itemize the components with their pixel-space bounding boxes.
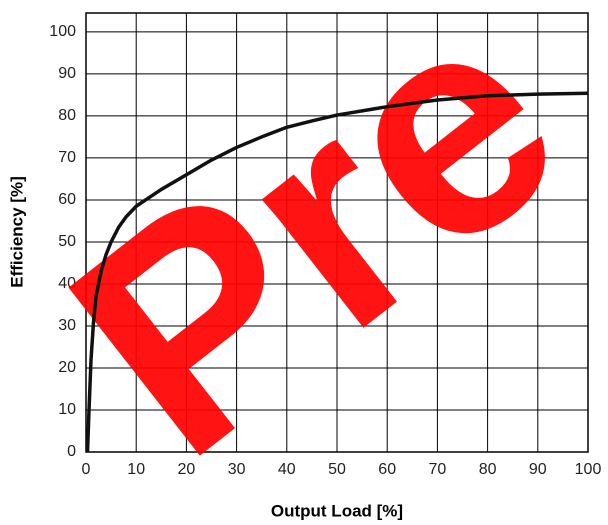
y-tick-label: 90 bbox=[58, 65, 76, 82]
x-tick-label: 70 bbox=[429, 461, 447, 478]
x-tick-label: 10 bbox=[127, 461, 145, 478]
y-tick-label: 100 bbox=[49, 23, 76, 40]
x-axis-title: Output Load [%] bbox=[271, 501, 403, 520]
x-tick-label: 100 bbox=[575, 461, 602, 478]
x-tick-label: 20 bbox=[178, 461, 196, 478]
y-tick-label: 20 bbox=[58, 359, 76, 376]
line bbox=[85, 91, 589, 453]
y-tick-label: 60 bbox=[58, 191, 76, 208]
y-tick-label: 30 bbox=[58, 317, 76, 334]
y-axis-title: Efficiency [%] bbox=[7, 176, 26, 287]
y-tick-label: 50 bbox=[58, 233, 76, 250]
x-tick-label: 50 bbox=[328, 461, 346, 478]
x-tick-label: 40 bbox=[278, 461, 296, 478]
x-tick-label: 30 bbox=[228, 461, 246, 478]
y-tick-label: 0 bbox=[67, 443, 76, 460]
x-tick-label: 0 bbox=[82, 461, 91, 478]
x-tick-label: 60 bbox=[378, 461, 396, 478]
y-tick-label: 70 bbox=[58, 149, 76, 166]
y-tick-label: 80 bbox=[58, 107, 76, 124]
y-tick-label: 40 bbox=[58, 275, 76, 292]
plot-border bbox=[85, 12, 589, 453]
y-tick-label: 10 bbox=[58, 401, 76, 418]
x-tick-label: 80 bbox=[479, 461, 497, 478]
x-tick-label: 90 bbox=[529, 461, 547, 478]
